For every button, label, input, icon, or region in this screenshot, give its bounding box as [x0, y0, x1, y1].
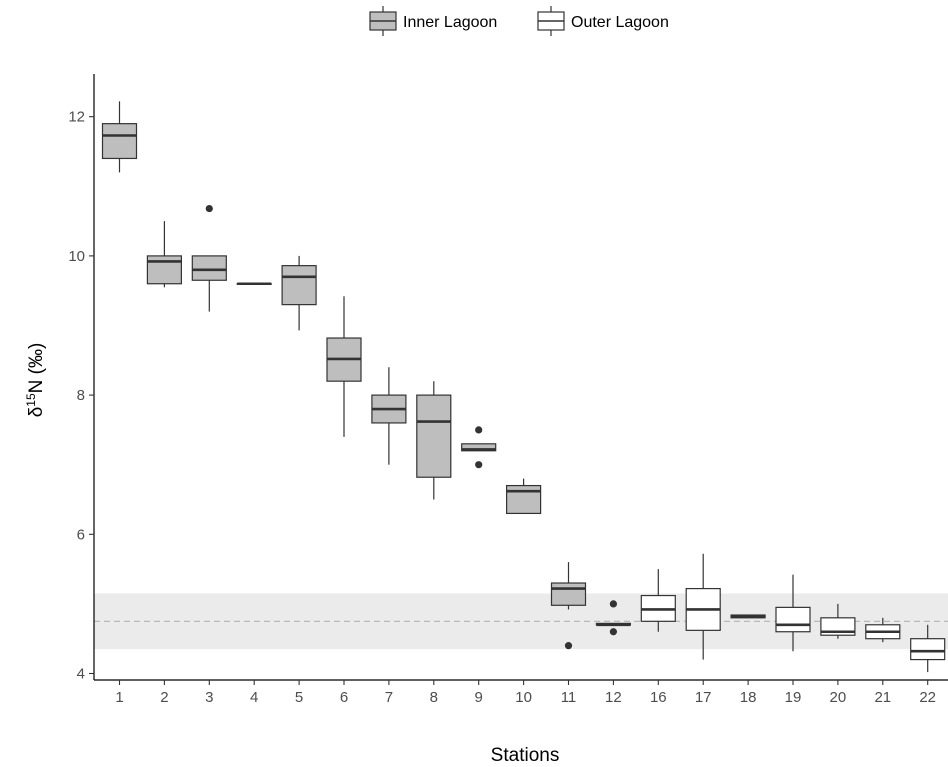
box-iqr [506, 484, 542, 515]
x-tick-label: 17 [695, 689, 712, 706]
box-station-18 [730, 614, 766, 619]
x-tick-label: 12 [605, 689, 622, 706]
box-station-6 [326, 296, 362, 437]
y-tick-label: 12 [68, 109, 85, 126]
box-iqr [550, 582, 587, 606]
x-tick-label: 10 [515, 689, 532, 706]
x-tick-label: 18 [740, 689, 757, 706]
outlier-point [564, 642, 573, 650]
legend: Inner Lagoon Outer Lagoon [369, 6, 669, 36]
x-tick-label: 7 [385, 689, 393, 706]
box-station-16 [640, 569, 676, 632]
x-tick-label: 9 [475, 689, 483, 706]
x-tick-label: 21 [874, 689, 891, 706]
y-tick-label: 8 [77, 387, 85, 404]
x-tick-label: 22 [919, 689, 936, 706]
box-station-22 [910, 624, 946, 673]
legend-item-1: Inner Lagoon [369, 6, 497, 36]
reference-band-layer [94, 593, 948, 650]
y-tick-label: 10 [68, 248, 85, 265]
outlier-point [609, 600, 618, 608]
box-station-4 [236, 282, 272, 286]
y-tick-label: 4 [77, 666, 85, 683]
outlier-point [475, 461, 483, 469]
x-tick-label: 2 [160, 689, 168, 706]
legend-label: Outer Lagoon [571, 14, 669, 31]
box-iqr [461, 443, 497, 452]
legend-label: Inner Lagoon [403, 14, 497, 31]
y-axis-title-suffix: N (‰) [26, 343, 47, 394]
legend-item-2: Outer Lagoon [537, 6, 669, 36]
box-station-1 [101, 101, 138, 173]
x-tick-label: 16 [650, 689, 667, 706]
boxes-layer [101, 101, 946, 673]
box-station-19 [775, 574, 811, 652]
box-station-9 [461, 426, 497, 469]
y-tick-label: 6 [77, 526, 85, 543]
box-station-20 [820, 603, 856, 639]
x-tick-label: 6 [340, 689, 348, 706]
x-axis-title: Stations [491, 745, 560, 766]
x-tick-label: 19 [785, 689, 802, 706]
box-iqr [910, 638, 946, 661]
box-station-10 [506, 478, 542, 515]
box-station-17 [685, 553, 721, 660]
box-iqr [146, 255, 182, 285]
box-iqr [416, 394, 452, 478]
box-station-12 [595, 600, 632, 636]
x-tick-label: 20 [830, 689, 847, 706]
x-tick-label: 5 [295, 689, 303, 706]
x-tick-label: 1 [115, 689, 123, 706]
y-axis-title-prefix: δ [26, 407, 47, 418]
box-iqr [281, 265, 317, 306]
box-station-7 [371, 367, 407, 465]
box-iqr [191, 255, 227, 281]
x-tick-label: 11 [561, 689, 577, 706]
box-iqr [775, 606, 811, 633]
x-tick-label: 3 [205, 689, 213, 706]
y-axis-title-superscript: 15 [24, 393, 38, 407]
outlier-point [205, 204, 213, 213]
box-station-21 [865, 617, 901, 643]
box-station-8 [416, 381, 452, 500]
x-tick-label: 4 [250, 689, 258, 706]
box-station-5 [281, 255, 317, 331]
box-iqr [101, 123, 138, 160]
outlier-point [475, 426, 483, 434]
outlier-point [609, 628, 618, 636]
box-station-3 [191, 204, 227, 312]
plot-panel [94, 101, 948, 673]
y-axis-title: δ15N (‰) [24, 343, 47, 418]
box-station-2 [146, 221, 182, 288]
box-station-11 [550, 562, 587, 650]
x-tick-label: 8 [430, 689, 438, 706]
